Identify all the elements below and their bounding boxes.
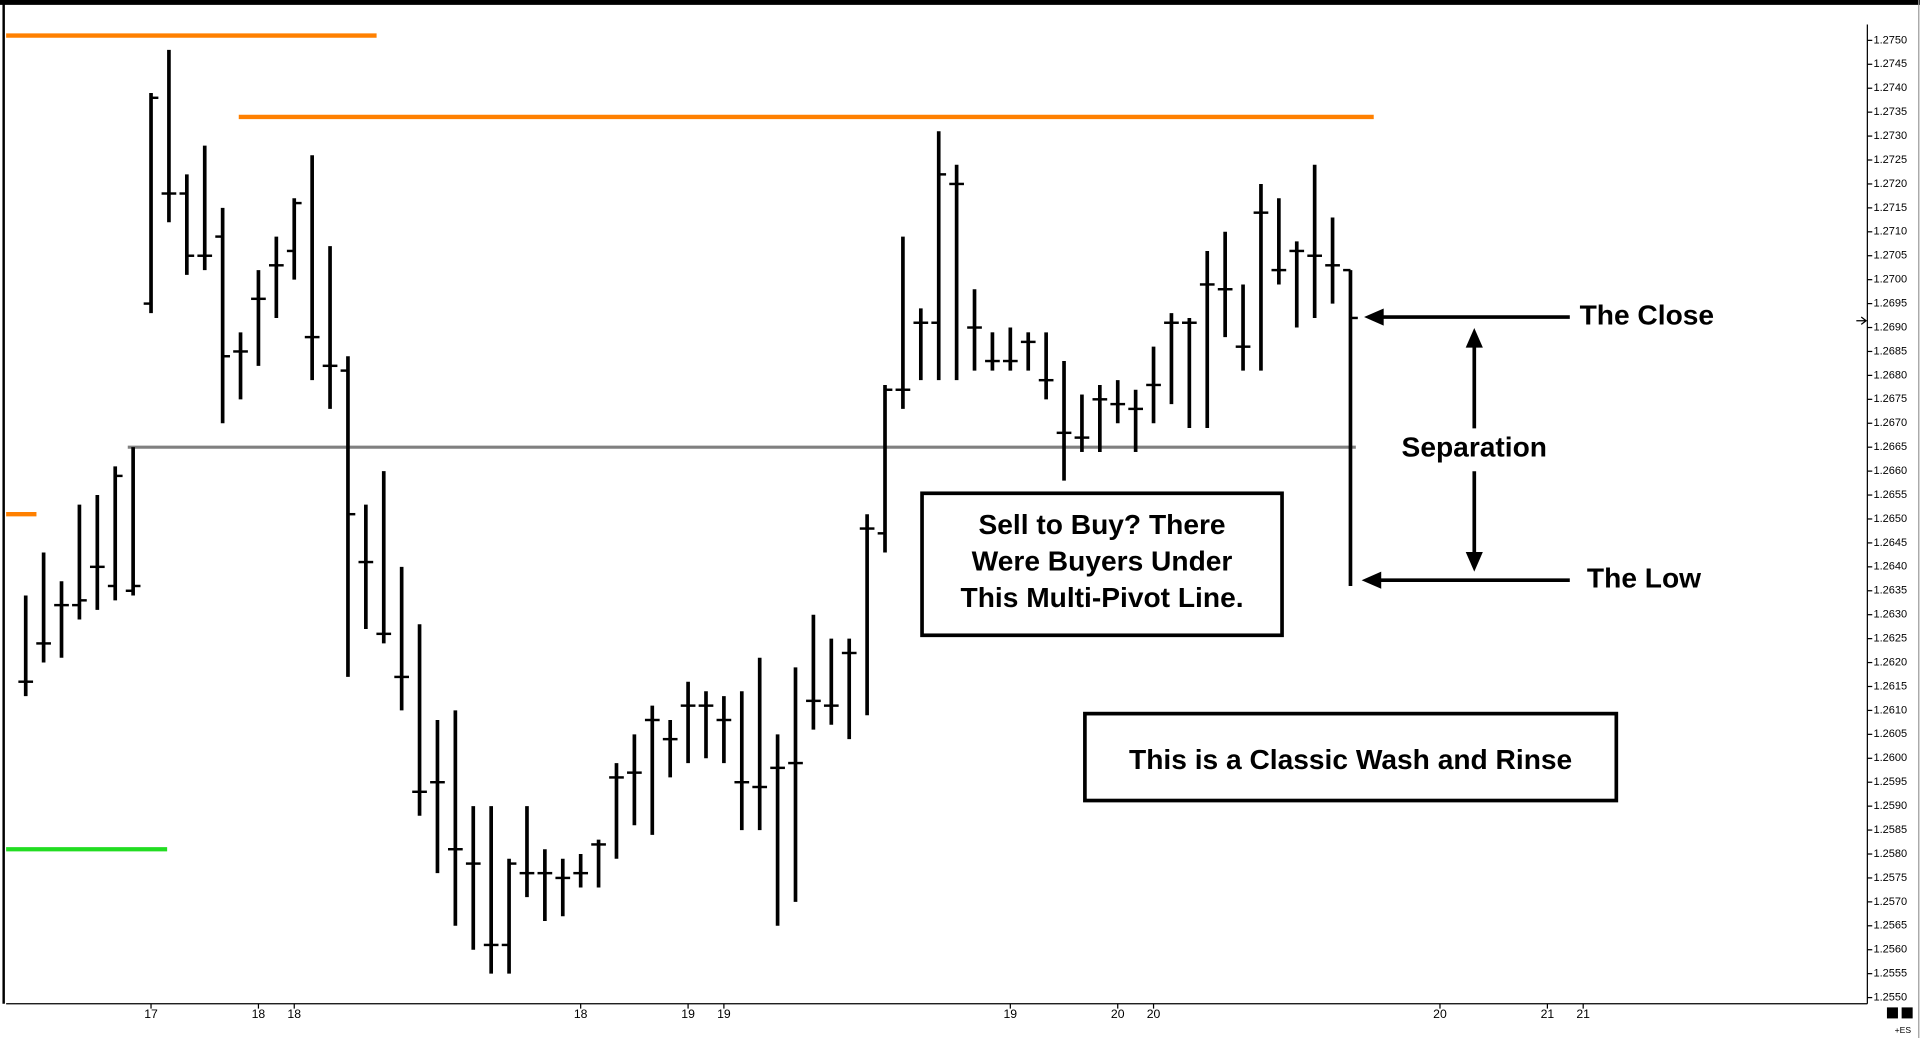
y-tick-label: 1.2640 xyxy=(1873,561,1907,573)
summary-text: This is a Classic Wash and Rinse xyxy=(1129,744,1572,775)
x-tick-label: 19 xyxy=(717,1007,731,1021)
y-tick-label: 1.2745 xyxy=(1873,58,1907,70)
x-tick-label: 20 xyxy=(1433,1007,1447,1021)
y-tick-label: 1.2680 xyxy=(1873,369,1907,381)
axes: 1.2550 1.2555 1.2560 1.2565 1.2570 1.2575 1.25… xyxy=(144,34,1907,1021)
y-tick-label: 1.2560 xyxy=(1873,944,1907,956)
y-tick-label: 1.2555 xyxy=(1873,968,1907,980)
x-tick-label: 18 xyxy=(574,1007,588,1021)
note-box xyxy=(920,491,1284,638)
y-tick-label: 1.2730 xyxy=(1873,130,1907,142)
corner-icon xyxy=(1901,1007,1913,1019)
x-tick-label: 21 xyxy=(1576,1007,1590,1021)
separation-label: Separation xyxy=(1402,432,1547,463)
y-tick-label: 1.2735 xyxy=(1873,106,1907,118)
note-line: Sell to Buy? There xyxy=(978,509,1225,540)
x-tick-label: 20 xyxy=(1147,1007,1161,1021)
y-tick-label: 1.2590 xyxy=(1873,800,1907,812)
y-tick-label: 1.2635 xyxy=(1873,585,1907,597)
y-tick-label: 1.2550 xyxy=(1873,992,1907,1004)
corner-label: +ES xyxy=(1895,1025,1912,1035)
x-tick-label: 21 xyxy=(1541,1007,1555,1021)
y-tick-label: 1.2675 xyxy=(1873,393,1907,405)
x-tick-label: 20 xyxy=(1111,1007,1125,1021)
y-tick-label: 1.2565 xyxy=(1873,920,1907,932)
y-tick-label: 1.2710 xyxy=(1873,226,1907,238)
levels xyxy=(6,33,1374,852)
y-tick-label: 1.2580 xyxy=(1873,848,1907,860)
x-tick-label: 17 xyxy=(144,1007,158,1021)
note-line: Were Buyers Under xyxy=(972,546,1233,577)
y-tick-label: 1.2570 xyxy=(1873,896,1907,908)
y-tick-label: 1.2660 xyxy=(1873,465,1907,477)
y-tick-label: 1.2725 xyxy=(1873,154,1907,166)
arrow-head xyxy=(1364,308,1384,326)
y-tick-label: 1.2620 xyxy=(1873,656,1907,668)
note-line: This Multi-Pivot Line. xyxy=(961,582,1244,613)
y-tick-label: 1.2575 xyxy=(1873,872,1907,884)
y-tick-label: 1.2630 xyxy=(1873,609,1907,621)
x-tick-label: 18 xyxy=(252,1007,266,1021)
y-tick-label: 1.2585 xyxy=(1873,824,1907,836)
y-tick-label: 1.2605 xyxy=(1873,728,1907,740)
y-tick-label: 1.2670 xyxy=(1873,417,1907,429)
y-tick-label: 1.2685 xyxy=(1873,345,1907,357)
y-tick-label: 1.2615 xyxy=(1873,680,1907,692)
y-tick-label: 1.2740 xyxy=(1873,82,1907,94)
y-tick-label: 1.2665 xyxy=(1873,441,1907,453)
y-tick-label: 1.2700 xyxy=(1873,274,1907,286)
y-tick-label: 1.2750 xyxy=(1873,34,1907,46)
arrow-head xyxy=(1361,571,1382,589)
bars xyxy=(18,49,1358,974)
y-tick-label: 1.2695 xyxy=(1873,298,1907,310)
y-tick-label: 1.2650 xyxy=(1873,513,1907,525)
y-tick-label: 1.2600 xyxy=(1873,752,1907,764)
x-tick-label: 19 xyxy=(1004,1007,1018,1021)
summary-box xyxy=(1083,711,1619,803)
low-label: The Low xyxy=(1587,563,1701,594)
y-tick-label: 1.2595 xyxy=(1873,776,1907,788)
y-tick-label: 1.2705 xyxy=(1873,250,1907,262)
annotations: The Close The Low Separation Sell to Buy… xyxy=(920,299,1715,803)
y-tick-label: 1.2625 xyxy=(1873,633,1907,645)
arrow-head xyxy=(1465,328,1483,348)
y-tick-label: 1.2645 xyxy=(1873,537,1907,549)
close-label: The Close xyxy=(1580,299,1715,330)
arrow-head xyxy=(1465,552,1483,572)
x-tick-label: 18 xyxy=(287,1007,301,1021)
y-tick-label: 1.2720 xyxy=(1873,178,1907,190)
y-tick-label: 1.2715 xyxy=(1873,202,1907,214)
price-marker xyxy=(1856,316,1868,325)
y-tick-label: 1.2655 xyxy=(1873,489,1907,501)
corner-icon xyxy=(1886,1007,1898,1019)
y-tick-label: 1.2610 xyxy=(1873,704,1907,716)
x-tick-label: 19 xyxy=(681,1007,695,1021)
y-tick-label: 1.2690 xyxy=(1873,321,1907,333)
